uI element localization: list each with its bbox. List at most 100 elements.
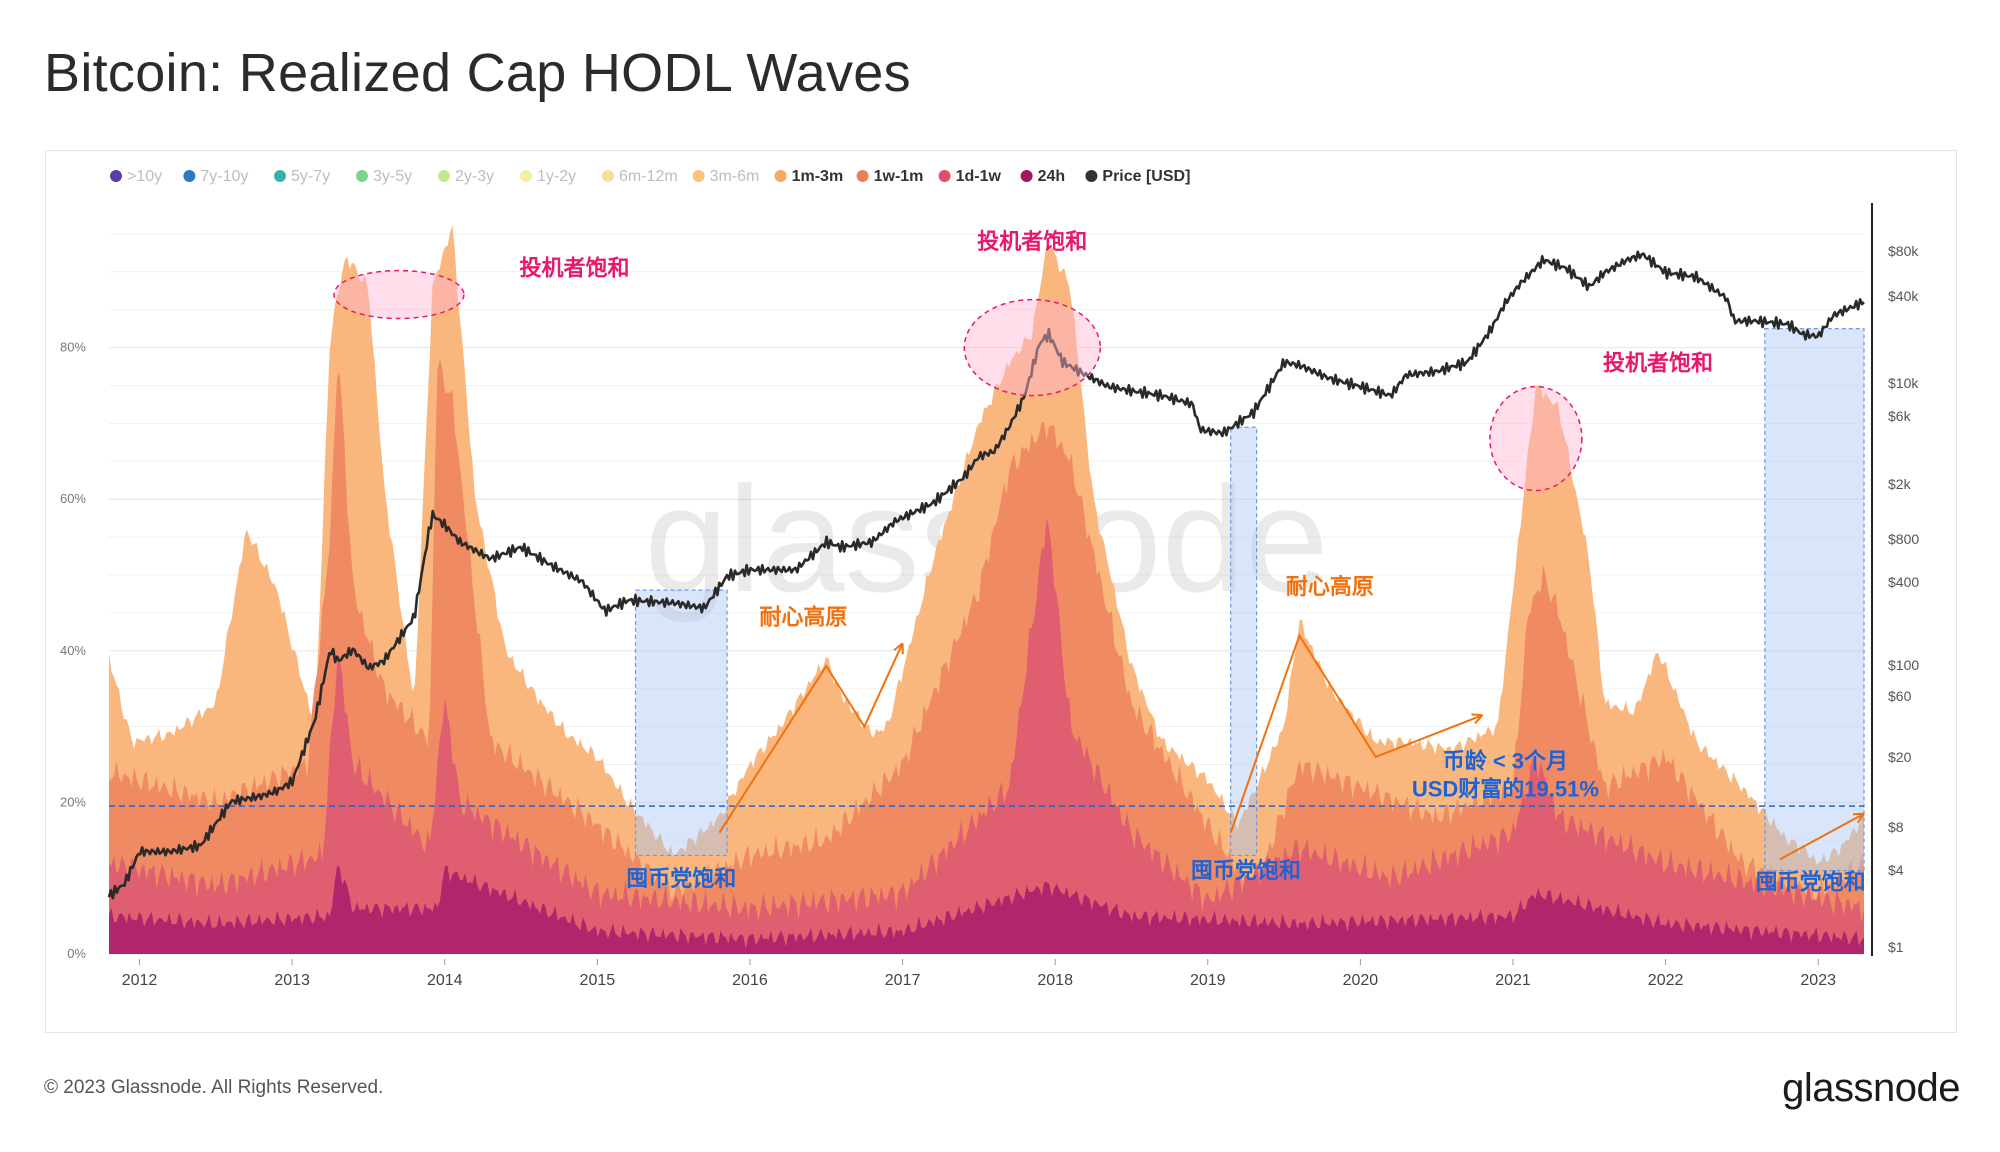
legend-dot-icon: [356, 170, 368, 182]
y-right-tick: $100: [1888, 657, 1919, 673]
legend-label: 3y-5y: [373, 168, 412, 185]
x-tick: 2014: [427, 972, 463, 989]
legend-dot-icon: [774, 170, 787, 182]
legend-label: >10y: [127, 168, 162, 185]
x-tick: 2023: [1800, 972, 1836, 989]
arrow-head: [1471, 713, 1484, 724]
y-left-tick: 60%: [60, 491, 86, 506]
x-tick: 2016: [732, 972, 768, 989]
legend-label: 1m-3m: [792, 168, 844, 185]
y-right-tick: $4: [1888, 862, 1904, 878]
y-right-tick: $20: [1888, 749, 1912, 765]
x-tick: 2018: [1037, 972, 1073, 989]
y-right-tick: $60: [1888, 688, 1912, 704]
legend-label: 24h: [1038, 168, 1066, 185]
legend-item[interactable]: 2y-3y: [438, 168, 494, 185]
area-24h: [109, 865, 1864, 954]
legend-dot-icon: [520, 170, 532, 182]
y-left-tick: 20%: [60, 794, 86, 809]
arrow-head: [1852, 812, 1865, 824]
legend: >10y 7y-10y 5y-7y 3y-5y 2y-3y 1y-2y 6m-12m 3m-6…: [110, 168, 1190, 185]
y-right-tick: $6k: [1888, 408, 1912, 424]
annotation-label: 币龄 < 3个月: [1443, 748, 1568, 773]
patience-arrow: [1779, 812, 1865, 861]
price-line: [107, 250, 1865, 900]
annotation-label: 投机者饱和: [1603, 350, 1713, 375]
annotation-label: 投机者饱和: [519, 256, 629, 281]
legend-item[interactable]: Price [USD]: [1085, 168, 1190, 185]
legend-label: 3m-6m: [710, 168, 760, 185]
y-right-tick: $400: [1888, 574, 1919, 590]
y-right-tick: $1: [1888, 939, 1904, 955]
page-title: Bitcoin: Realized Cap HODL Waves: [44, 43, 911, 103]
y-left-tick: 0%: [67, 946, 86, 961]
legend-dot-icon: [692, 170, 705, 182]
y-right-tick: $10k: [1888, 375, 1919, 391]
annotation-label: USD财富的19.51%: [1412, 776, 1599, 801]
glassnode-logo: glassnode: [1782, 1066, 1960, 1110]
speculator-saturation-ellipse: [1489, 385, 1583, 492]
legend-dot-icon: [938, 170, 951, 182]
legend-dot-icon: [856, 170, 869, 182]
legend-dot-icon: [438, 170, 450, 182]
legend-label: 1d-1w: [956, 168, 1002, 185]
y-left-tick: 40%: [60, 643, 86, 658]
legend-item[interactable]: >10y: [110, 168, 162, 185]
x-tick: 2015: [580, 972, 616, 989]
hodl-waves-chart: glassnode0%20%40%60%80%$1$4$8$20$60$100$…: [60, 168, 1919, 989]
y-right-tick: $8: [1888, 819, 1904, 835]
hodler-saturation-box: [1764, 328, 1865, 872]
x-tick: 2021: [1495, 972, 1531, 989]
legend-label: 6m-12m: [619, 168, 678, 185]
annotation-label: 投机者饱和: [977, 229, 1087, 254]
legend-label: 1w-1m: [874, 168, 924, 185]
y-right-tick: $80k: [1888, 243, 1919, 259]
legend-item[interactable]: 3m-6m: [692, 168, 760, 185]
annotation-label: 耐心高原: [759, 604, 847, 629]
legend-label: Price [USD]: [1102, 168, 1190, 185]
legend-dot-icon: [602, 170, 614, 182]
copyright-footer: © 2023 Glassnode. All Rights Reserved.: [44, 1077, 384, 1098]
x-tick: 2022: [1648, 972, 1684, 989]
legend-label: 5y-7y: [291, 168, 330, 185]
y-left-tick: 80%: [60, 340, 86, 355]
annotation-label: 囤币党饱和: [1191, 858, 1301, 883]
legend-dot-icon: [274, 170, 286, 182]
hodler-saturation-box: [1230, 426, 1258, 857]
legend-dot-icon: [1085, 170, 1098, 182]
legend-item[interactable]: 1y-2y: [520, 168, 576, 185]
x-tick: 2012: [122, 972, 158, 989]
annotation-label: 囤币党饱和: [1756, 870, 1866, 895]
chart-frame: glassnode0%20%40%60%80%$1$4$8$20$60$100$…: [45, 150, 1957, 1033]
patience-arrow: [718, 642, 904, 834]
speculator-saturation-ellipse: [333, 269, 465, 320]
legend-dot-icon: [1020, 170, 1033, 182]
legend-item[interactable]: 1d-1w: [938, 168, 1002, 185]
legend-item[interactable]: 3y-5y: [356, 168, 412, 185]
y-right-tick: $2k: [1888, 476, 1912, 492]
legend-dot-icon: [183, 170, 196, 182]
hodler-saturation-box: [634, 589, 728, 857]
speculator-saturation-ellipse: [963, 298, 1102, 397]
x-tick: 2013: [274, 972, 310, 989]
legend-label: 1y-2y: [537, 168, 576, 185]
legend-item[interactable]: 1m-3m: [774, 168, 844, 185]
legend-item[interactable]: 1w-1m: [856, 168, 924, 185]
y-right-tick: $800: [1888, 531, 1919, 547]
annotation-label: 囤币党饱和: [626, 866, 736, 891]
x-tick: 2019: [1190, 972, 1226, 989]
legend-dot-icon: [110, 170, 122, 182]
legend-label: 2y-3y: [455, 168, 494, 185]
area-1w-1m: [109, 358, 1864, 954]
annotation-label: 耐心高原: [1286, 574, 1374, 599]
legend-item[interactable]: 6m-12m: [602, 168, 678, 185]
legend-label: 7y-10y: [200, 168, 248, 185]
legend-item[interactable]: 7y-10y: [183, 168, 248, 185]
legend-item[interactable]: 24h: [1020, 168, 1066, 185]
legend-item[interactable]: 5y-7y: [274, 168, 330, 185]
patience-arrow: [1229, 633, 1483, 834]
arrow-head: [893, 642, 904, 655]
x-tick: 2017: [885, 972, 921, 989]
area-1d-1w: [109, 517, 1864, 954]
y-right-tick: $40k: [1888, 288, 1919, 304]
